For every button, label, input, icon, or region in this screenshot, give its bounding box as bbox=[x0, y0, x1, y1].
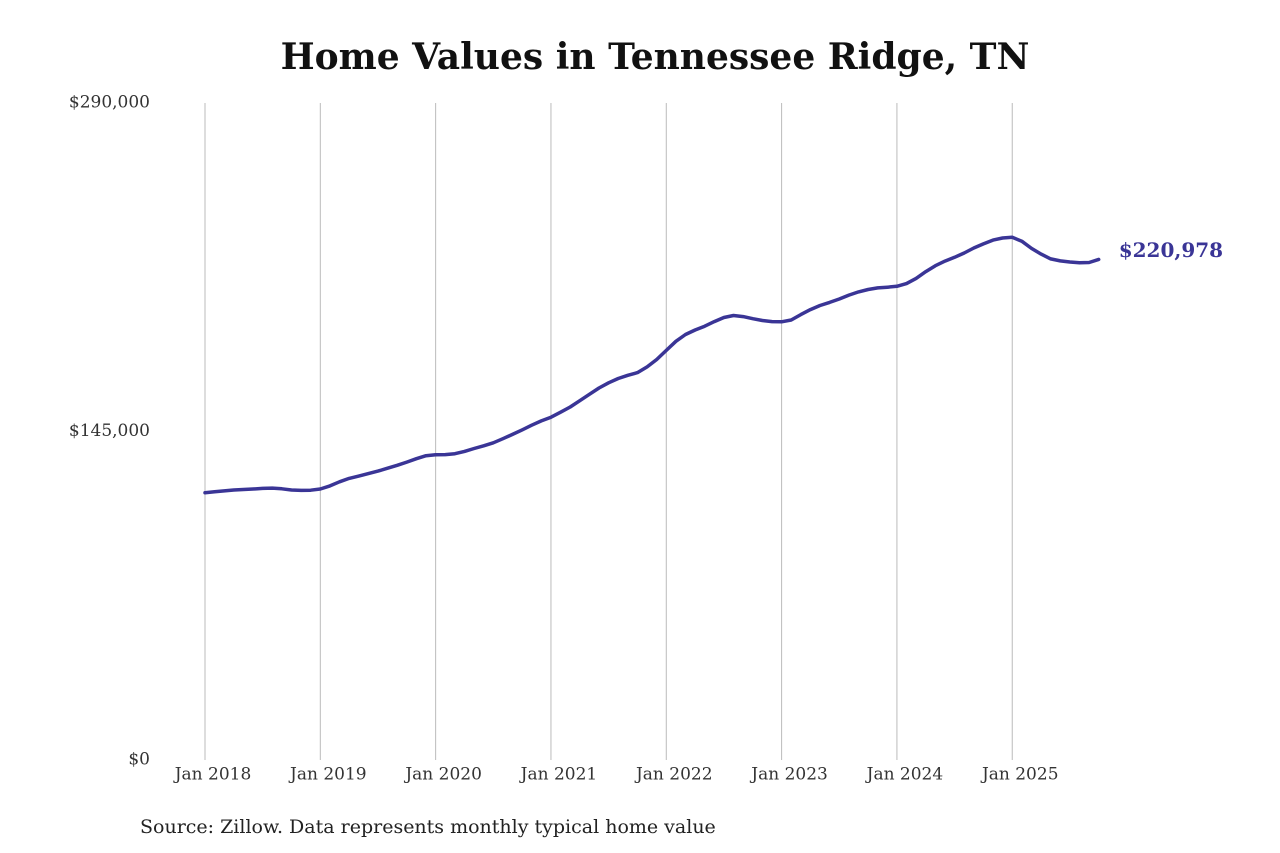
y-tick-label: $145,000 bbox=[69, 421, 150, 441]
y-tick-label: $0 bbox=[128, 750, 150, 770]
x-tick-label: Jan 2018 bbox=[173, 765, 252, 785]
x-tick-label: Jan 2024 bbox=[865, 765, 944, 785]
x-tick-label: Jan 2023 bbox=[749, 765, 828, 785]
y-tick-label: $290,000 bbox=[69, 93, 150, 113]
data-label: $220,978 bbox=[1119, 238, 1223, 262]
x-tick-label: Jan 2021 bbox=[519, 765, 598, 785]
x-tick-label: Jan 2019 bbox=[288, 765, 367, 785]
chart-title: Home Values in Tennessee Ridge, TN bbox=[281, 36, 1030, 78]
source-note: Source: Zillow. Data represents monthly … bbox=[140, 816, 716, 838]
line bbox=[203, 235, 1101, 495]
x-tick-label: Jan 2020 bbox=[403, 765, 482, 785]
x-tick-label: Jan 2022 bbox=[634, 765, 713, 785]
x-tick-label: Jan 2025 bbox=[980, 765, 1059, 785]
